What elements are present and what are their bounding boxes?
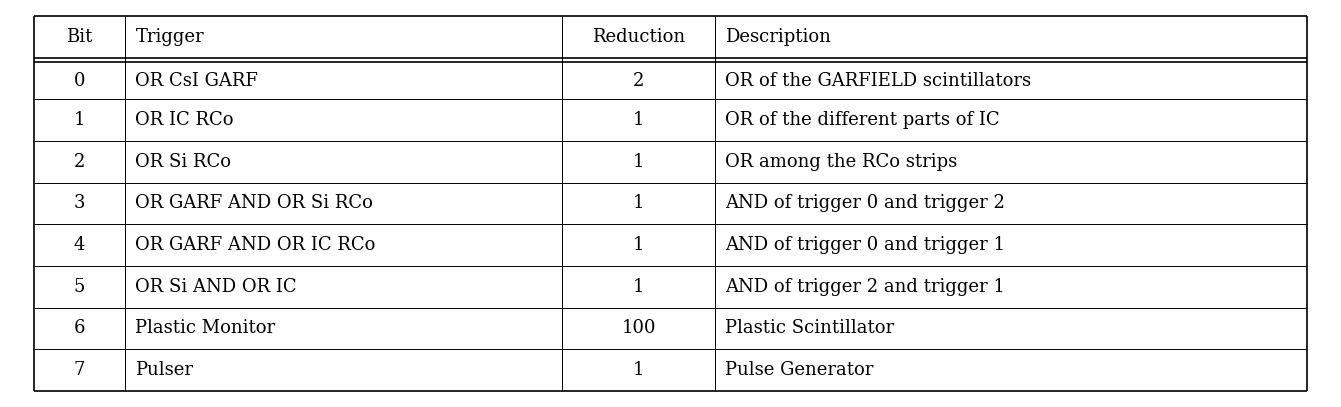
Text: Reduction: Reduction (593, 28, 685, 46)
Text: OR Si RCo: OR Si RCo (135, 153, 232, 171)
Text: OR among the RCo strips: OR among the RCo strips (725, 153, 957, 171)
Text: Bit: Bit (66, 28, 93, 46)
Text: 1: 1 (633, 195, 645, 212)
Text: 2: 2 (74, 153, 84, 171)
Text: 100: 100 (621, 319, 656, 337)
Text: AND of trigger 0 and trigger 2: AND of trigger 0 and trigger 2 (725, 195, 1006, 212)
Text: Plastic Monitor: Plastic Monitor (135, 319, 275, 337)
Text: 1: 1 (633, 278, 645, 296)
Text: OR of the different parts of IC: OR of the different parts of IC (725, 111, 1000, 129)
Text: 1: 1 (633, 361, 645, 379)
Text: Pulse Generator: Pulse Generator (725, 361, 873, 379)
Text: 3: 3 (74, 195, 84, 212)
Text: 6: 6 (74, 319, 84, 337)
Text: 1: 1 (633, 153, 645, 171)
Text: Plastic Scintillator: Plastic Scintillator (725, 319, 894, 337)
Text: 1: 1 (633, 236, 645, 254)
Text: 2: 2 (633, 72, 644, 90)
Text: 0: 0 (74, 72, 84, 90)
Text: OR GARF AND OR IC RCo: OR GARF AND OR IC RCo (135, 236, 375, 254)
Text: Trigger: Trigger (135, 28, 204, 46)
Text: OR Si AND OR IC: OR Si AND OR IC (135, 278, 298, 296)
Text: OR CsI GARF: OR CsI GARF (135, 72, 259, 90)
Text: AND of trigger 0 and trigger 1: AND of trigger 0 and trigger 1 (725, 236, 1006, 254)
Text: 4: 4 (74, 236, 84, 254)
Text: AND of trigger 2 and trigger 1: AND of trigger 2 and trigger 1 (725, 278, 1006, 296)
Text: OR GARF AND OR Si RCo: OR GARF AND OR Si RCo (135, 195, 373, 212)
Text: OR of the GARFIELD scintillators: OR of the GARFIELD scintillators (725, 72, 1031, 90)
Text: 1: 1 (633, 111, 645, 129)
Text: OR IC RCo: OR IC RCo (135, 111, 233, 129)
Text: 5: 5 (74, 278, 84, 296)
Text: 7: 7 (74, 361, 84, 379)
Text: Pulser: Pulser (135, 361, 193, 379)
Text: 1: 1 (74, 111, 84, 129)
Text: Description: Description (725, 28, 831, 46)
